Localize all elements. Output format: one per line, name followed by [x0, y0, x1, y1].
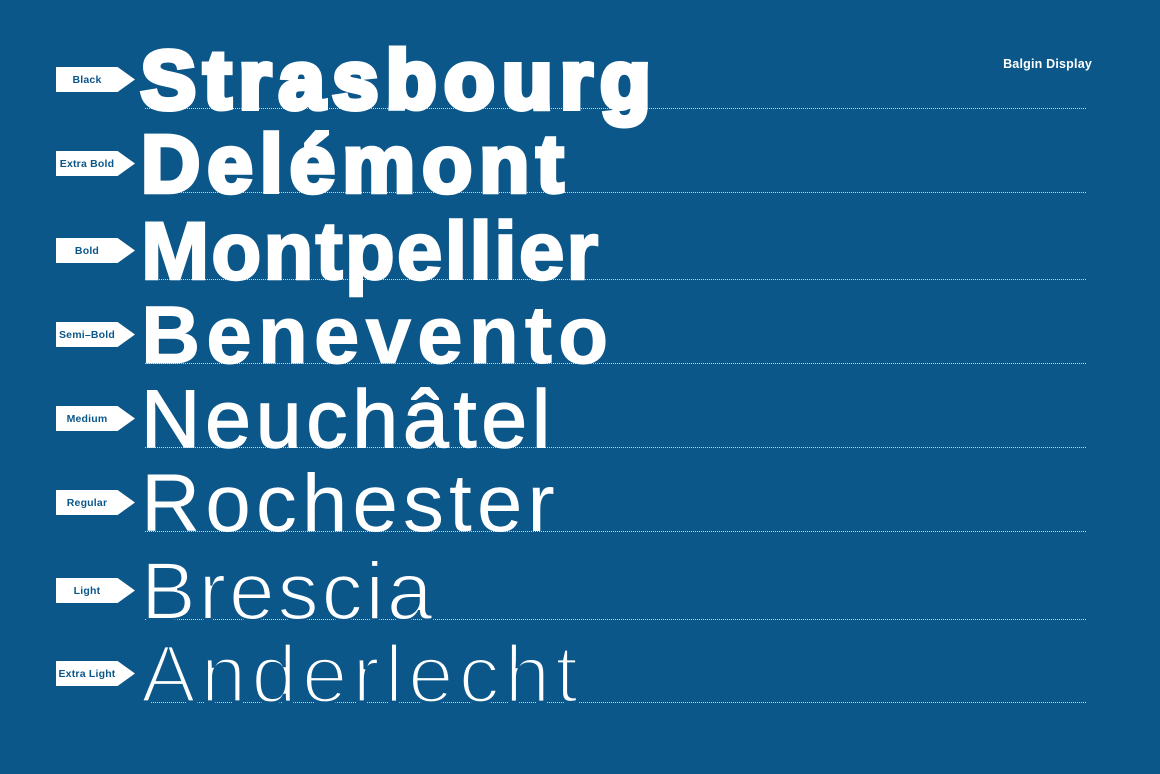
- weight-tag: Medium: [56, 406, 135, 431]
- specimen-word: Delémont: [139, 119, 571, 210]
- weight-tag-label: Black: [72, 73, 102, 86]
- weight-tag: Bold: [56, 238, 135, 263]
- specimen-word: Benevento: [140, 290, 615, 381]
- specimen-word: Montpellier: [140, 206, 601, 297]
- font-name-label: Balgin Display: [1003, 57, 1092, 71]
- specimen-word: Strasbourg: [138, 35, 659, 126]
- baseline-rule: [145, 363, 1086, 364]
- weight-tag-label: Extra Light: [58, 667, 116, 680]
- weight-tag-label: Medium: [66, 412, 108, 425]
- weight-tag-label: Semi–Bold: [58, 328, 116, 341]
- baseline-rule: [145, 108, 1086, 109]
- baseline-rule: [145, 192, 1086, 193]
- baseline-rule: [145, 279, 1086, 280]
- baseline-rule: [145, 447, 1086, 448]
- specimen-word: Anderlecht: [139, 629, 584, 720]
- specimen-word: Rochester: [141, 458, 560, 549]
- specimen-word: Neuchâtel: [140, 374, 556, 465]
- weight-tag-label: Regular: [66, 496, 108, 509]
- weight-tag-label: Light: [73, 584, 101, 597]
- weight-tag: Light: [56, 578, 135, 603]
- weight-tag: Semi–Bold: [56, 322, 135, 347]
- weight-tag: Extra Bold: [56, 151, 135, 176]
- baseline-rule: [145, 619, 1086, 620]
- weight-tag-label: Extra Bold: [59, 157, 115, 170]
- weight-tag: Black: [56, 67, 135, 92]
- weight-tag-label: Bold: [74, 244, 100, 257]
- baseline-rule: [145, 531, 1086, 532]
- weight-tag: Regular: [56, 490, 135, 515]
- weight-tag: Extra Light: [56, 661, 135, 686]
- specimen-word: Brescia: [140, 546, 436, 637]
- baseline-rule: [145, 702, 1086, 703]
